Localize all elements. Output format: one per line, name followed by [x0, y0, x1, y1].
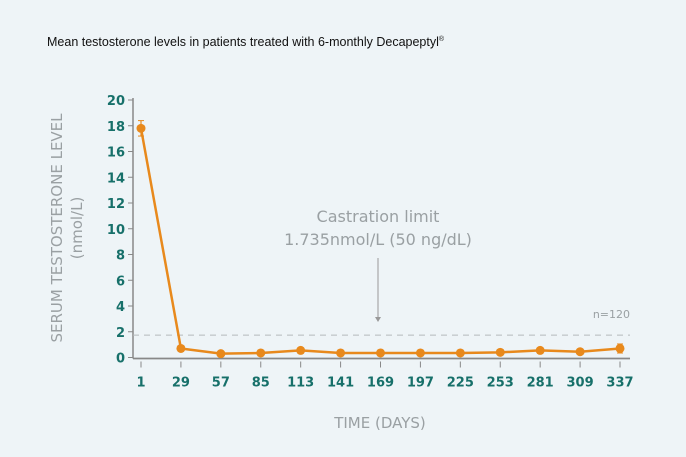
data-point: [535, 345, 545, 355]
n-annotation: n=120: [593, 308, 630, 321]
y-tick-label: 18: [107, 120, 125, 135]
castration-limit-value: 1.735nmol/L (50 ng/dL): [284, 230, 472, 249]
data-point: [495, 347, 505, 357]
x-axis-label: TIME (DAYS): [333, 414, 426, 432]
x-tick-label: 1: [136, 376, 145, 391]
y-tick-label: 16: [107, 146, 125, 161]
data-point: [455, 348, 465, 358]
y-tick-label: 10: [107, 223, 125, 238]
data-point: [376, 348, 385, 358]
y-tick-label: 6: [116, 274, 125, 289]
chart-title-text: Mean testosterone levels in patients tre…: [47, 35, 439, 49]
x-tick-label: 225: [447, 376, 474, 391]
data-point: [615, 343, 625, 353]
data-point: [415, 348, 425, 358]
castration-limit-label: Castration limit: [317, 207, 440, 226]
data-point: [216, 349, 226, 359]
data-point: [575, 347, 585, 357]
arrow-head-icon: [375, 317, 381, 322]
x-tick-label: 197: [407, 376, 434, 391]
y-tick-label: 14: [107, 171, 125, 186]
y-tick-label: 20: [107, 94, 125, 109]
chart-title: Mean testosterone levels in patients tre…: [47, 35, 444, 49]
y-axis-label: SERUM TESTOSTERONE LEVEL: [48, 113, 66, 343]
x-tick-label: 281: [527, 376, 554, 391]
x-tick-label: 85: [252, 376, 270, 391]
x-tick-label: 337: [606, 376, 633, 391]
y-tick-label: 4: [116, 300, 125, 315]
x-tick-label: 169: [367, 376, 394, 391]
data-point: [256, 348, 266, 358]
data-point: [136, 123, 146, 133]
y-tick-label: 12: [107, 197, 125, 212]
data-point: [336, 348, 346, 358]
y-tick-label: 8: [116, 249, 125, 264]
x-tick-label: 57: [212, 376, 230, 391]
data-point: [176, 343, 186, 353]
x-tick-label: 29: [172, 376, 190, 391]
y-axis-unit: (nmol/L): [68, 197, 86, 260]
data-point: [296, 345, 306, 355]
y-tick-label: 0: [116, 352, 125, 367]
x-tick-label: 309: [567, 376, 594, 391]
y-tick-label: 2: [116, 326, 125, 341]
x-tick-label: 113: [287, 376, 314, 391]
x-tick-label: 141: [327, 376, 354, 391]
registered-mark: ®: [438, 35, 445, 43]
x-tick-label: 253: [487, 376, 514, 391]
